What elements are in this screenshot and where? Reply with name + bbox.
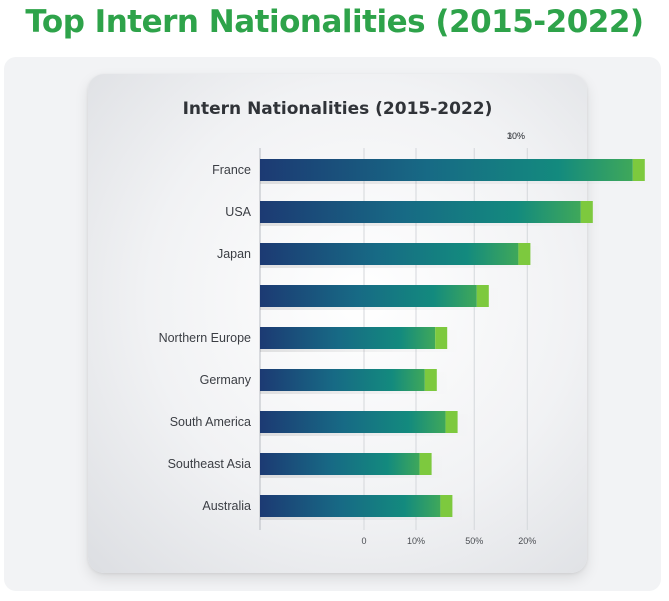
- bar-cap: [445, 411, 458, 433]
- bar-cap: [424, 369, 437, 391]
- bar-cap: [435, 327, 448, 349]
- category-label: France: [212, 163, 251, 177]
- bar: [260, 285, 477, 307]
- chart-title: Intern Nationalities (2015-2022): [182, 99, 493, 119]
- bar: [260, 453, 420, 475]
- bar: [260, 495, 441, 517]
- top-tick-label: 10%: [507, 131, 525, 141]
- bar: [260, 201, 581, 223]
- bar-cap: [476, 285, 489, 307]
- bar: [260, 327, 436, 349]
- bar: [260, 159, 633, 181]
- bar: [260, 369, 425, 391]
- bar: [260, 243, 519, 265]
- bar-cap: [632, 159, 645, 181]
- category-label: Germany: [200, 373, 252, 387]
- category-label: South America: [170, 415, 251, 429]
- category-label: USA: [225, 205, 251, 219]
- bottom-tick-label: 0: [361, 536, 366, 546]
- category-label: Northern Europe: [159, 331, 251, 345]
- bar-cap: [440, 495, 453, 517]
- bottom-tick-label: 10%: [407, 536, 425, 546]
- category-label: Southeast Asia: [168, 457, 251, 471]
- category-label: Japan: [217, 247, 251, 261]
- bottom-tick-label: 20%: [518, 536, 536, 546]
- bar-cap: [518, 243, 531, 265]
- bottom-tick-label: 50%: [465, 536, 483, 546]
- top-tick-label: 30%: [507, 131, 525, 141]
- bar-cap: [419, 453, 432, 475]
- chart-card: [88, 74, 587, 573]
- page-title: Top Intern Nationalities (2015-2022): [25, 4, 644, 40]
- bar: [260, 411, 446, 433]
- category-label: Australia: [202, 499, 251, 513]
- bar-cap: [580, 201, 593, 223]
